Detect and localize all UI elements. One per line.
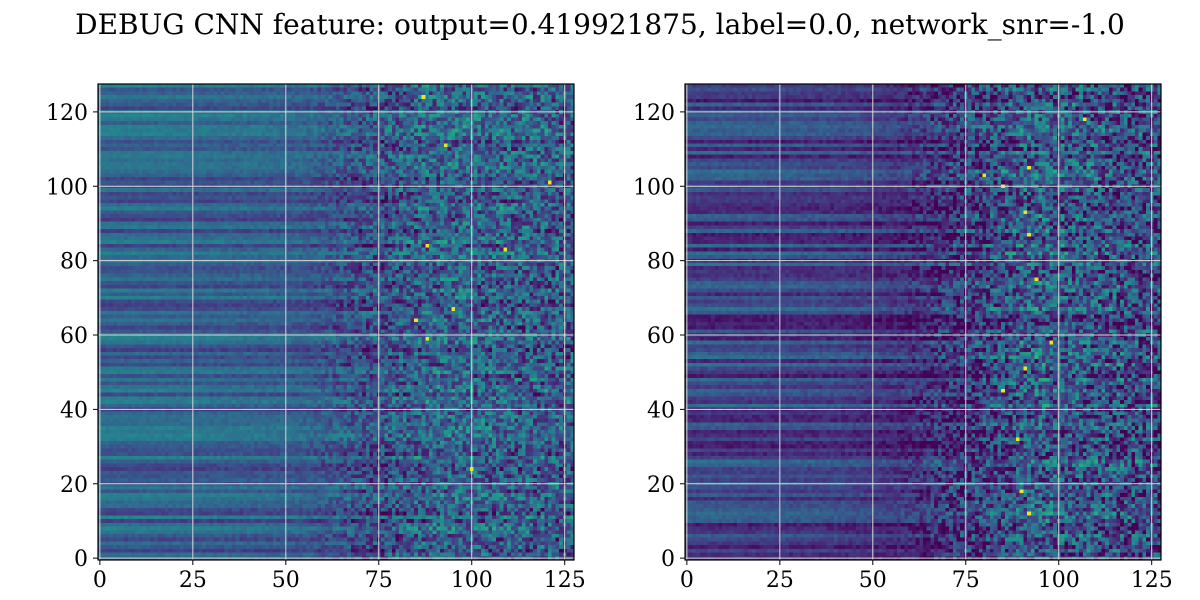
right-heatmap-image bbox=[685, 84, 1161, 560]
right-heatmap-ytick-label-6: 120 bbox=[633, 101, 675, 126]
left-heatmap-ytick-label-3: 60 bbox=[60, 324, 88, 349]
right-heatmap-ytick-label-2: 40 bbox=[647, 398, 675, 423]
left-heatmap-frame bbox=[97, 83, 575, 561]
left-heatmap-ytick-label-1: 20 bbox=[60, 473, 88, 498]
left-heatmap-image bbox=[98, 84, 574, 560]
left-heatmap-ytick-label-4: 80 bbox=[60, 250, 88, 275]
left-heatmap-ytick-label-5: 100 bbox=[46, 175, 88, 200]
left-heatmap-xtick-label-4: 100 bbox=[451, 568, 493, 593]
left-heatmap-xtick-label-1: 25 bbox=[179, 568, 207, 593]
right-heatmap-xtick-label-0: 0 bbox=[680, 568, 694, 593]
figure-title: DEBUG CNN feature: output=0.419921875, l… bbox=[75, 8, 1125, 41]
left-heatmap-ytick-label-6: 120 bbox=[46, 101, 88, 126]
right-heatmap-ytick-label-1: 20 bbox=[647, 473, 675, 498]
right-heatmap-frame bbox=[684, 83, 1162, 561]
left-heatmap-ytick-label-2: 40 bbox=[60, 398, 88, 423]
left-heatmap-panel: 0 25 50 75 100 125 0 20 40 60 80 100 120 bbox=[46, 83, 586, 593]
right-heatmap-ytick-label-5: 100 bbox=[633, 175, 675, 200]
left-heatmap-ytick-label-0: 0 bbox=[74, 547, 88, 572]
left-heatmap-xtick-label-0: 0 bbox=[93, 568, 107, 593]
right-heatmap-panel: 0 25 50 75 100 125 0 20 40 60 80 100 120 bbox=[633, 83, 1173, 593]
right-heatmap-ytick-label-3: 60 bbox=[647, 324, 675, 349]
right-heatmap-xtick-label-1: 25 bbox=[766, 568, 794, 593]
right-heatmap-ytick-label-4: 80 bbox=[647, 250, 675, 275]
right-heatmap-xtick-label-3: 75 bbox=[952, 568, 980, 593]
left-heatmap-xtick-label-5: 125 bbox=[544, 568, 586, 593]
left-heatmap-xtick-label-2: 50 bbox=[272, 568, 300, 593]
left-heatmap-xtick-label-3: 75 bbox=[365, 568, 393, 593]
right-heatmap-xtick-label-4: 100 bbox=[1038, 568, 1080, 593]
right-heatmap-ytick-label-0: 0 bbox=[661, 547, 675, 572]
right-heatmap-xtick-label-5: 125 bbox=[1131, 568, 1173, 593]
right-heatmap-xtick-label-2: 50 bbox=[859, 568, 887, 593]
